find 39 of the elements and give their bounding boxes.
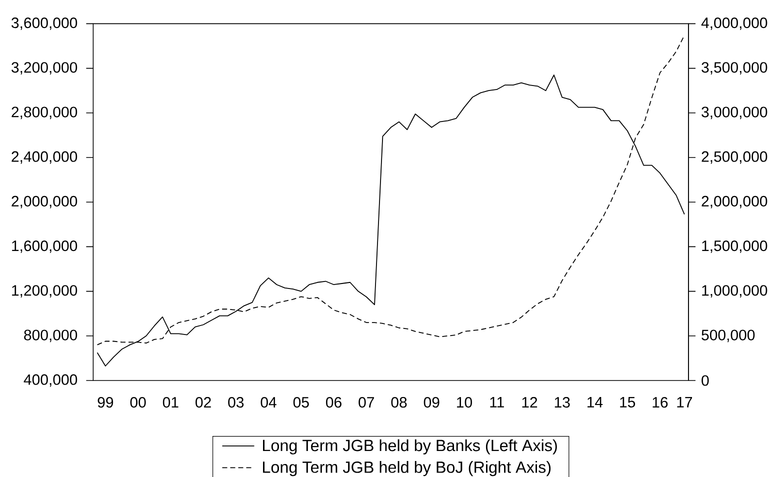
y-tick-label: 1,600,000 [12,240,78,253]
x-tick-label: 11 [490,397,504,408]
legend-label: Long Term JGB held by Banks (Left Axis) [263,439,557,454]
y2-tick-label: 3,500,000 [702,62,768,74]
y2-tick-label: 500,000 [702,330,755,342]
y2-tick-label: 1,000,000 [702,285,768,298]
y-tick-label: 3,200,000 [12,62,78,74]
x-tick-label: 04 [260,397,276,408]
y-tick-label: 2,000,000 [12,196,78,208]
x-tick-label: 15 [620,397,636,408]
x-tick-label: 02 [196,397,211,408]
y2-tick-label: 2,500,000 [702,151,768,164]
x-tick-label: 01 [162,397,178,408]
y-tick-label: 800,000 [24,330,78,342]
x-tick-label: 03 [228,397,244,408]
x-tick-label: 16 [652,397,668,408]
legend-label: Long Term JGB held by BoJ (Right Axis) [263,461,551,476]
y2-tick-label: 0 [702,375,709,386]
y2-tick-label: 4,000,000 [701,18,768,30]
y2-tick-label: 1,500,000 [702,240,768,253]
y-tick-label: 2,400,000 [12,151,78,164]
y2-tick-label: 2,000,000 [702,196,768,208]
y-tick-label: 400,000 [24,374,78,387]
y-tick-label: 1,200,000 [12,285,78,298]
x-tick-label: 08 [391,397,407,408]
x-tick-label: 10 [457,397,472,408]
x-tick-label: 14 [588,397,603,408]
x-tick-label: 99 [98,397,114,408]
x-tick-label: 17 [677,397,692,408]
y2-tick-label: 3,000,000 [702,106,768,120]
y-tick-label: 2,800,000 [12,106,78,120]
x-tick-label: 06 [326,397,342,408]
x-tick-label: 00 [130,397,146,408]
x-tick-label: 07 [358,397,374,408]
y-tick-label: 3,600,000 [12,18,78,30]
x-tick-label: 05 [293,397,309,408]
x-tick-label: 09 [424,397,440,408]
x-tick-label: 12 [522,397,538,408]
x-tick-label: 13 [554,397,570,408]
